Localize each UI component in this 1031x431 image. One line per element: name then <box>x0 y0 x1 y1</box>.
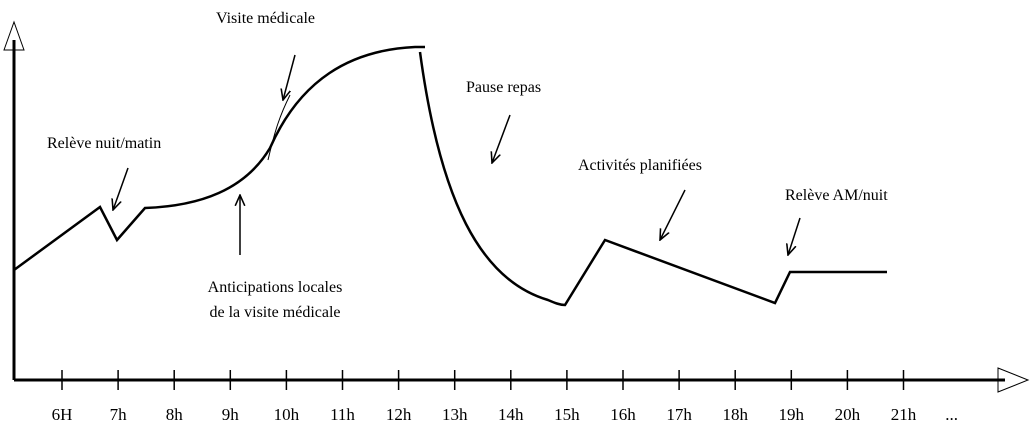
x-tick-label: 11h <box>330 405 355 424</box>
annotation: Relève AM/nuit <box>785 187 888 204</box>
annotation: Pause repas <box>466 79 541 96</box>
x-tick-label: 17h <box>666 405 692 424</box>
x-tick-label: 13h <box>442 405 468 424</box>
annotation: Anticipations locales <box>208 279 343 296</box>
x-tick-label: 6H <box>52 405 73 424</box>
arrow <box>113 167 129 210</box>
x-tick-label: 16h <box>610 405 636 424</box>
arrow <box>788 217 801 255</box>
arrow <box>492 114 511 163</box>
x-tick-label: 12h <box>386 405 412 424</box>
y-arrow <box>3 20 25 51</box>
annotation: de la visite médicale <box>209 304 340 321</box>
workload-curve <box>13 45 425 272</box>
x-tick-label: 8h <box>166 405 184 424</box>
x-tick-label: 14h <box>498 405 524 424</box>
annotation: Relève nuit/matin <box>47 135 161 152</box>
arrow <box>283 54 296 100</box>
x-tick-label: 10h <box>274 405 300 424</box>
x-tick-label: 21h <box>891 405 917 424</box>
x-tick-label: 15h <box>554 405 580 424</box>
x-arrow <box>997 367 1030 393</box>
x-tick-label: 20h <box>835 405 861 424</box>
x-tick-label: 19h <box>779 405 805 424</box>
x-tick-label: 7h <box>110 405 128 424</box>
x-tick-label: 18h <box>722 405 748 424</box>
x-tick-label: ... <box>945 405 958 424</box>
arrow <box>660 189 686 240</box>
annotation: Activités planifiées <box>578 157 702 174</box>
workload-curve <box>418 51 887 307</box>
annotation: Visite médicale <box>216 10 315 27</box>
x-tick-label: 9h <box>222 405 240 424</box>
